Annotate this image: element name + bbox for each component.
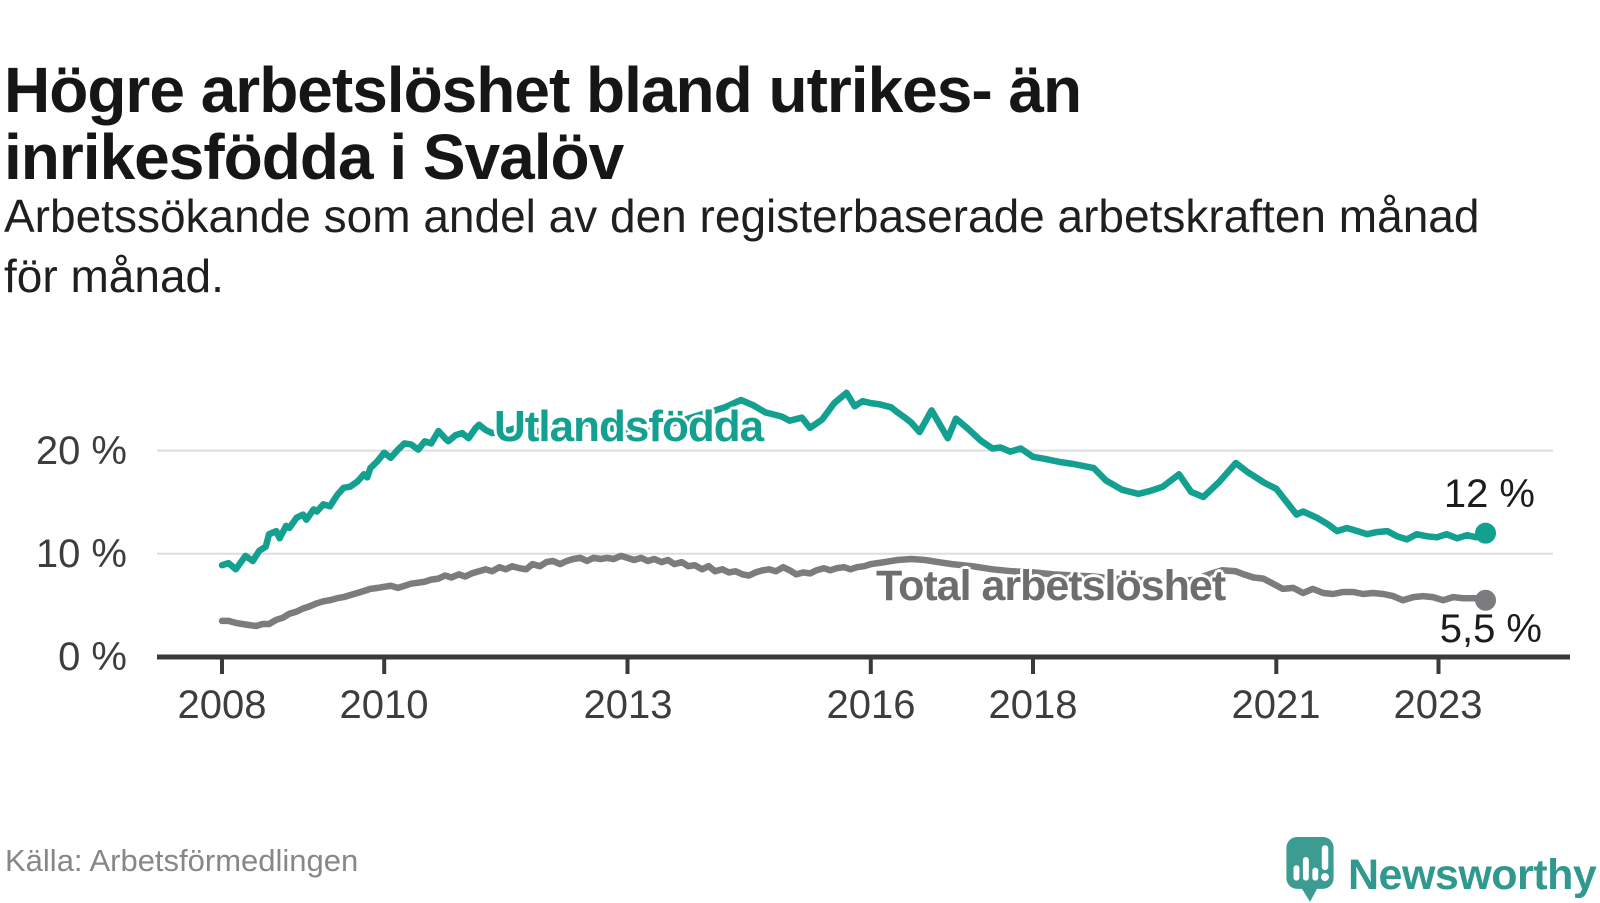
chart-subtitle: Arbetssökande som andel av den registerb… — [4, 190, 1480, 302]
series-label-total-arbetsloshet: Total arbetslöshet — [876, 562, 1226, 610]
newsworthy-logo: Newsworthy — [1286, 837, 1597, 903]
x-axis-tick-label-2021: 2021 — [1231, 683, 1321, 727]
newsworthy-logo-icon — [1286, 837, 1334, 902]
y-axis-tick-label-10: 10 % — [35, 532, 127, 576]
series-label-utlandsfodda: Utlandsfödda — [494, 402, 764, 451]
x-axis-tick-label-2013: 2013 — [583, 683, 673, 727]
source-note: Källa: Arbetsförmedlingen — [5, 843, 359, 878]
end-value-label-total: 5,5 % — [1439, 607, 1542, 651]
x-axis-tick-label-2023: 2023 — [1393, 683, 1483, 727]
x-axis-tick-label-2008: 2008 — [177, 683, 267, 727]
x-axis-tick-label-2010: 2010 — [339, 683, 429, 727]
y-axis-tick-label-20: 20 % — [35, 429, 127, 473]
x-axis-tick-label-2016: 2016 — [826, 683, 916, 727]
end-value-label-utlandsfodda: 12 % — [1443, 472, 1535, 516]
y-axis-tick-label-0: 0 % — [58, 635, 127, 679]
newsworthy-logo-text: Newsworthy — [1348, 851, 1597, 899]
chart-title: Högre arbetslöshet bland utrikes- än inr… — [4, 53, 1082, 193]
x-axis-tick-label-2018: 2018 — [988, 683, 1078, 727]
